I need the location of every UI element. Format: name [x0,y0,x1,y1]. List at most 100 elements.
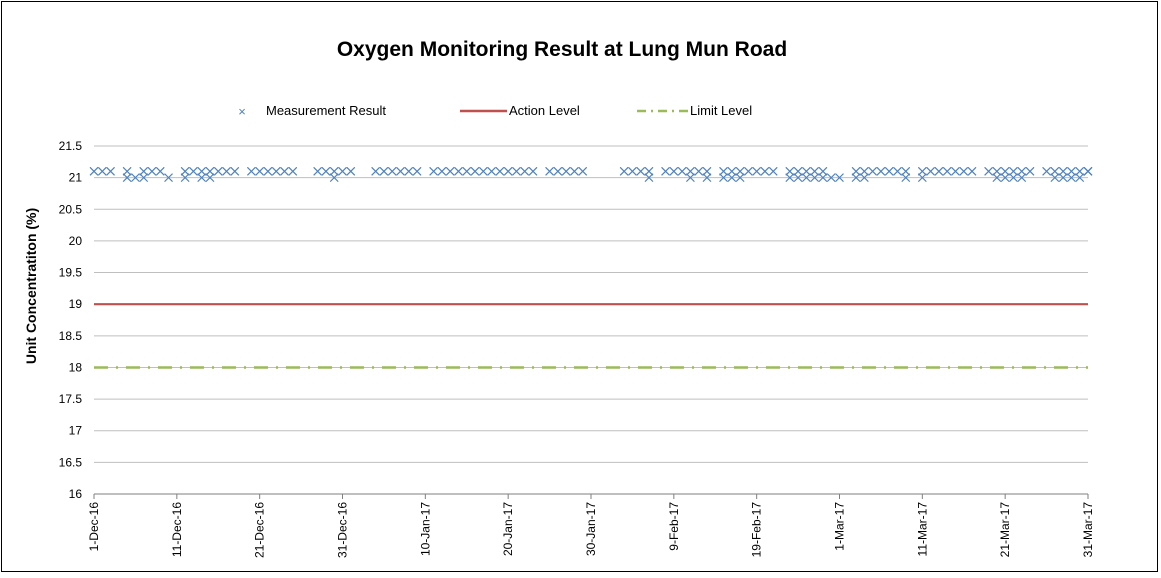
measurement-point [859,173,869,183]
y-tick-label: 18.5 [59,329,83,343]
measurement-point [180,173,190,183]
measurement-point [752,166,762,176]
measurement-point [793,173,803,183]
y-tick-labels: 16 16.5 17 17.5 18 18.5 19 19.5 20 20.5 21 21.5 [59,139,83,501]
x-tick-label: 11-Mar-17 [915,502,929,557]
measurement-point [694,166,704,176]
measurement-point [188,166,198,176]
measurement-point [984,166,994,176]
measurement-point [271,166,281,176]
x-tick-label: 31-Dec-16 [336,502,350,558]
measurement-point [735,166,745,176]
x-tick-label: 21-Mar-17 [998,502,1012,558]
measurement-point [230,166,240,176]
measurement-point [1042,166,1052,176]
measurement-point [280,166,289,176]
y-tick-label: 17 [69,424,83,438]
measurement-point [512,166,521,176]
measurement-point [180,166,190,176]
x-tick-label: 10-Jan-17 [418,502,432,556]
y-tick-label: 19 [69,297,83,311]
measurement-point [503,166,513,176]
y-gridlines [94,145,1088,495]
x-tick-labels: 1-Dec-16 11-Dec-16 21-Dec-16 31-Dec-16 10-Ja… [87,494,1095,558]
x-tick-label: 31-Mar-17 [1081,502,1095,558]
y-axis-label: Unit Concentratiton (%) [23,208,39,364]
measurement-point [246,166,256,176]
measurement-point [636,166,646,176]
measurement-point [685,166,695,176]
legend-action-label: Action Level [509,103,580,118]
measurement-point [1067,166,1076,176]
measurement-point [437,166,447,176]
measurement-point [735,173,745,183]
y-tick-label: 17.5 [59,392,83,406]
measurement-point [627,166,637,176]
measurement-point [942,166,952,176]
measurement-point [197,173,207,183]
measurement-point [288,166,298,176]
measurement-point [379,166,389,176]
measurement-point [1050,173,1060,183]
measurement-point [926,166,936,176]
legend: × Measurement Result Action Level Limit … [238,103,752,119]
legend-measurement-label: Measurement Result [266,103,386,118]
y-tick-label: 16 [69,487,83,501]
measurement-point [760,166,770,176]
measurement-point [1000,173,1010,183]
measurement-point [702,166,712,176]
measurement-point [396,166,405,176]
x-tick-label: 19-Feb-17 [750,502,764,558]
measurement-point [1009,173,1018,183]
measurement-point [992,173,1002,183]
measurement-point [951,166,960,176]
x-tick-label: 20-Jan-17 [501,502,515,556]
measurement-point [139,166,149,176]
measurement-point [835,173,844,183]
measurement-point [884,166,894,176]
measurement-point [462,166,472,176]
measurement-point [139,173,149,183]
measurement-point [1075,173,1085,183]
measurement-point [263,166,273,176]
measurement-point [719,166,728,176]
measurement-point [677,166,687,176]
measurement-point [851,173,861,183]
x-tick-label: 11-Dec-16 [170,502,184,557]
measurement-point [1017,173,1027,183]
measurement-point [959,166,969,176]
measurement-point [561,166,571,176]
measurement-point [1017,166,1027,176]
measurement-point [205,173,215,183]
measurement-point [1075,166,1085,176]
measurement-point [329,173,339,183]
measurement-point [917,173,927,183]
measurement-point [122,166,132,176]
y-tick-label: 21 [69,171,83,185]
measurement-point [404,166,414,176]
measurement-point [785,173,795,183]
measurement-point [901,166,911,176]
measurement-point [1009,166,1018,176]
measurement-point [1083,166,1093,176]
measurement-point [644,166,654,176]
measurement-point [917,166,927,176]
measurement-point [727,173,737,183]
x-tick-label: 30-Jan-17 [584,502,598,556]
measurement-point [520,166,530,176]
measurement-point [213,166,223,176]
measurement-point [205,166,215,176]
measurement-point [1058,166,1068,176]
measurement-point [818,173,828,183]
x-tick-label: 21-Dec-16 [253,502,267,558]
measurement-point [661,166,670,176]
measurement-point [702,173,712,183]
level-lines [94,303,1088,369]
measurement-point [412,166,422,176]
y-tick-label: 19.5 [59,266,83,280]
measurement-point [727,166,737,176]
measurement-point [901,173,911,183]
measurement-point [329,166,339,176]
measurement-point [685,173,695,183]
